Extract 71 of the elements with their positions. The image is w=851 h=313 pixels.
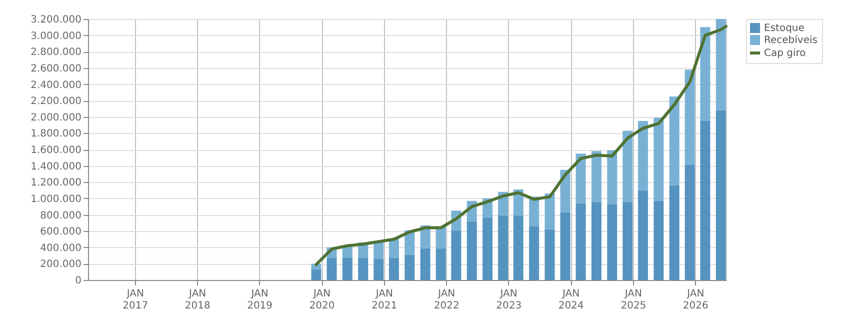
legend-label: Recebíveis: [764, 35, 818, 46]
bar: [374, 258, 384, 280]
bar: [342, 258, 352, 280]
x-tick-label: JAN 2019: [247, 288, 273, 312]
bar: [513, 216, 524, 280]
bar: [622, 202, 633, 280]
bar: [638, 120, 648, 190]
bar: [482, 218, 493, 280]
bar: [607, 204, 618, 280]
bar: [451, 230, 462, 280]
x-tick-label: JAN 2022: [434, 288, 460, 312]
y-tick-label: 3.000.000: [30, 30, 82, 42]
bar: [684, 70, 695, 165]
bar: [576, 203, 586, 280]
y-tick-label: 600.000: [40, 226, 82, 238]
y-tick-label: 1.400.000: [30, 161, 82, 172]
bar: [388, 238, 399, 258]
x-tick-label: JAN 2026: [682, 288, 708, 312]
legend-label: Estoque: [764, 23, 804, 34]
y-tick-label: 2.400.000: [30, 80, 82, 91]
bar: [669, 185, 680, 280]
bar: [622, 130, 633, 202]
y-tick-label: 0: [75, 276, 82, 286]
bar: [311, 269, 322, 280]
bar: [466, 221, 477, 280]
line-series: [314, 24, 728, 266]
y-tick-label: 1.800.000: [30, 128, 82, 140]
bar: [358, 258, 368, 280]
bar: [700, 27, 710, 121]
bar: [654, 200, 664, 280]
bar: [700, 120, 710, 280]
bar: [326, 258, 337, 280]
bar: [544, 194, 555, 230]
y-tick-label: 1.200.000: [30, 178, 82, 189]
bar: [591, 202, 602, 280]
bar: [436, 248, 446, 280]
x-tick-label: JAN 2017: [122, 288, 148, 312]
bar: [544, 229, 555, 280]
bar: [420, 248, 430, 280]
legend-label: Cap giro: [764, 48, 806, 59]
y-tick-label: 1.000.000: [30, 194, 82, 205]
bar: [591, 151, 602, 202]
bar: [498, 216, 508, 280]
x-tick-label: JAN 2020: [309, 288, 335, 312]
x-tick-label: JAN 2024: [558, 288, 584, 312]
bar: [436, 226, 446, 248]
y-tick-label: 2.200.000: [30, 96, 82, 108]
y-tick-label: 3.200.000: [30, 14, 82, 26]
y-tick-label: 2.800.000: [30, 47, 82, 58]
bar: [684, 164, 695, 280]
bar: [654, 118, 664, 201]
y-tick-label: 200.000: [40, 259, 82, 270]
bar: [716, 19, 726, 110]
bar: [669, 96, 680, 186]
bar: [529, 226, 540, 280]
x-tick-label: JAN 2021: [372, 288, 398, 312]
bar: [404, 254, 415, 280]
bar: [388, 258, 399, 280]
bar: [576, 154, 586, 204]
bar: [716, 110, 726, 280]
y-tick-label: 2.000.000: [30, 112, 82, 124]
bar: [607, 150, 618, 204]
x-tick-label: JAN 2018: [184, 288, 210, 312]
y-tick-label: 800.000: [40, 210, 82, 222]
x-tick-label: JAN 2025: [620, 288, 646, 312]
y-tick-label: 2.600.000: [30, 63, 82, 74]
y-tick-label: 1.600.000: [30, 145, 82, 156]
x-tick-label: JAN 2023: [496, 288, 522, 312]
y-tick-label: 400.000: [40, 242, 82, 254]
bar: [560, 212, 570, 280]
bar: [638, 190, 648, 280]
